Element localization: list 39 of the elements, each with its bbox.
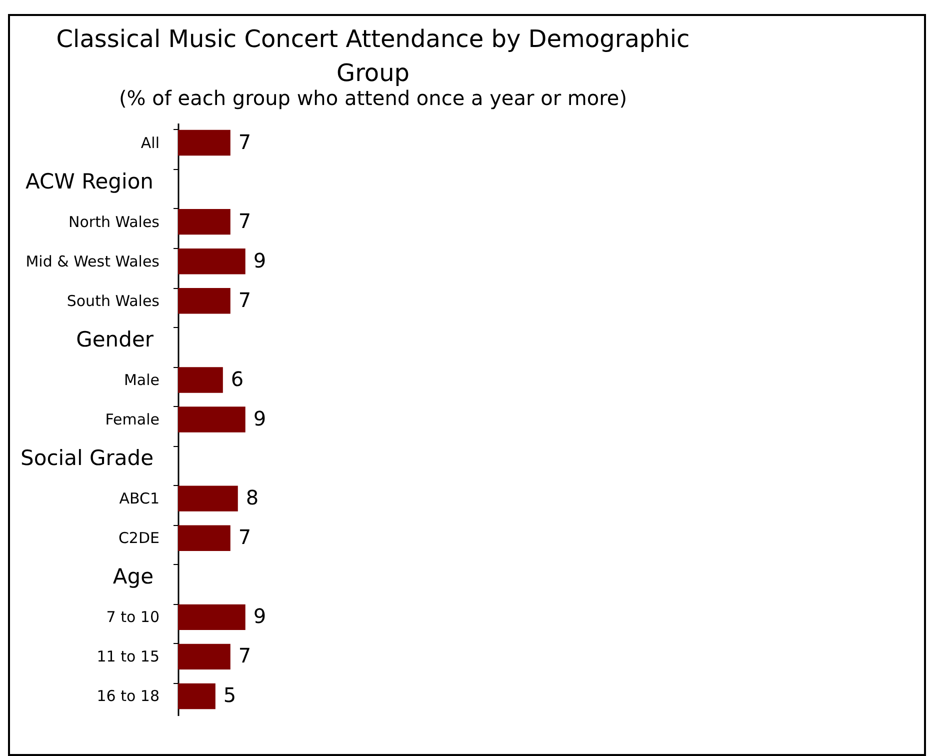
bar [178,288,230,314]
bar [178,644,230,670]
data-label: 6 [230,366,244,391]
bar [178,208,230,235]
bar [178,367,223,393]
bar [178,683,216,710]
y-tick-label: Mid & West Wales [26,252,160,270]
bar [178,604,246,630]
y-tick-label: North Wales [68,212,160,231]
bar [178,248,246,274]
data-label: 9 [253,406,266,430]
y-tick-label: ABC1 [119,490,160,508]
y-tick-label: Social Grade [20,446,154,470]
y-tick-label: 11 to 15 [96,648,160,666]
y-tick-label: South Wales [66,292,160,310]
y-tick-label: Gender [76,327,154,352]
y-tick-label: 16 to 18 [96,687,160,706]
y-tick-label: Male [124,370,160,389]
data-label: 7 [238,644,252,668]
data-label: 7 [238,525,252,550]
text: (% of each group who attend once a year or more) [118,86,628,110]
y-tick-label: ACW Region [26,169,154,194]
y-tick-label: Age [112,564,154,589]
y-tick-label: Female [105,410,160,428]
data-label: 9 [253,604,266,628]
bar [178,486,238,512]
y-tick-label: C2DE [118,529,160,548]
data-label: 8 [246,486,259,510]
y-tick-label: All [140,134,160,152]
data-label: 7 [238,288,252,312]
data-label: 9 [253,248,266,272]
data-label: 5 [223,683,236,708]
bar [178,130,230,156]
data-label: 7 [238,208,252,233]
data-label: 7 [238,130,252,154]
text: Classical Music Concert Attendance by Demographic Group [56,25,690,87]
bar [178,406,246,432]
y-tick-label: 7 to 10 [106,608,160,626]
bar [178,525,230,551]
